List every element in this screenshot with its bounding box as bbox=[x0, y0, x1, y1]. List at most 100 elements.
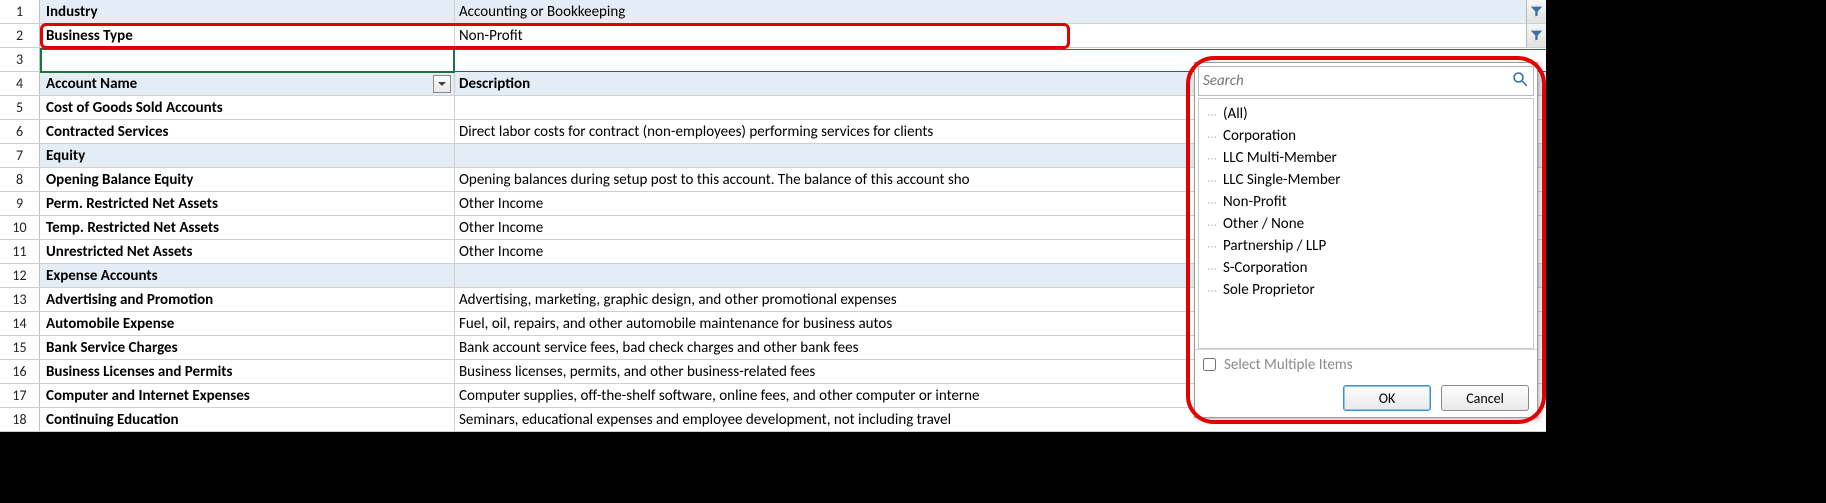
filter-tree-item[interactable]: ⋯Sole Proprietor bbox=[1201, 279, 1531, 301]
cell-text: Industry bbox=[46, 3, 98, 21]
filter-tree-item[interactable]: ⋯Corporation bbox=[1201, 125, 1531, 147]
row-number[interactable]: 9 bbox=[0, 192, 40, 215]
filter-tree-item[interactable]: ⋯Partnership / LLP bbox=[1201, 235, 1531, 257]
filter-item-label: LLC Multi-Member bbox=[1223, 149, 1337, 167]
cell-account-name[interactable]: Perm. Restricted Net Assets bbox=[40, 192, 455, 215]
ok-button[interactable]: OK bbox=[1343, 385, 1431, 411]
cell-account-name[interactable]: Continuing Education bbox=[40, 408, 455, 431]
cell-text: Bank Service Charges bbox=[46, 339, 178, 357]
select-multiple-row[interactable]: Select Multiple Items bbox=[1195, 349, 1537, 379]
row-number[interactable]: 2 bbox=[0, 24, 40, 47]
filter-tree-item[interactable]: ⋯LLC Multi-Member bbox=[1201, 147, 1531, 169]
select-multiple-checkbox[interactable] bbox=[1203, 358, 1216, 371]
filter-tree-item[interactable]: ⋯(All) bbox=[1201, 103, 1531, 125]
cell-account-name[interactable]: Industry bbox=[40, 0, 455, 23]
tree-connector-icon: ⋯ bbox=[1207, 152, 1223, 165]
row-number[interactable]: 16 bbox=[0, 360, 40, 383]
row-number[interactable]: 7 bbox=[0, 144, 40, 167]
filter-item-label: Partnership / LLP bbox=[1223, 237, 1326, 255]
table-row: 2 Business Type Non-Profit bbox=[0, 24, 1546, 48]
row-number[interactable]: 12 bbox=[0, 264, 40, 287]
row-number[interactable]: 11 bbox=[0, 240, 40, 263]
select-multiple-label: Select Multiple Items bbox=[1224, 356, 1353, 374]
tree-connector-icon: ⋯ bbox=[1207, 284, 1223, 297]
cell-text: Business Type bbox=[46, 27, 133, 45]
filter-tree-item[interactable]: ⋯LLC Single-Member bbox=[1201, 169, 1531, 191]
cell-text: Equity bbox=[46, 147, 85, 165]
filter-item-label: Corporation bbox=[1223, 127, 1296, 145]
cell-account-name[interactable]: Temp. Restricted Net Assets bbox=[40, 216, 455, 239]
cell-text: Cost of Goods Sold Accounts bbox=[46, 99, 223, 117]
filter-item-label: Non-Profit bbox=[1223, 193, 1287, 211]
filter-tree: ⋯(All)⋯Corporation⋯LLC Multi-Member⋯LLC … bbox=[1198, 98, 1534, 349]
column-filter-dropdown[interactable] bbox=[433, 75, 451, 93]
row2-filter-icon[interactable] bbox=[1526, 24, 1546, 48]
cell-text: Contracted Services bbox=[46, 123, 169, 141]
cell-account-name[interactable]: Computer and Internet Expenses bbox=[40, 384, 455, 407]
tree-connector-icon: ⋯ bbox=[1207, 130, 1223, 143]
cell-text: Automobile Expense bbox=[46, 315, 174, 333]
cell-text: Perm. Restricted Net Assets bbox=[46, 195, 218, 213]
row-number[interactable]: 15 bbox=[0, 336, 40, 359]
filter-popup: ⋯(All)⋯Corporation⋯LLC Multi-Member⋯LLC … bbox=[1194, 62, 1538, 418]
cell-text: Expense Accounts bbox=[46, 267, 158, 285]
tree-connector-icon: ⋯ bbox=[1207, 240, 1223, 253]
cell-text: Computer and Internet Expenses bbox=[46, 387, 250, 405]
cell-text: Continuing Education bbox=[46, 411, 179, 429]
filter-tree-item[interactable]: ⋯Non-Profit bbox=[1201, 191, 1531, 213]
cell-text: Unrestricted Net Assets bbox=[46, 243, 192, 261]
search-icon bbox=[1511, 70, 1529, 93]
cell-text: Temp. Restricted Net Assets bbox=[46, 219, 219, 237]
filter-item-label: Other / None bbox=[1223, 215, 1304, 233]
tree-connector-icon: ⋯ bbox=[1207, 196, 1223, 209]
row-number[interactable]: 17 bbox=[0, 384, 40, 407]
cell-account-name[interactable]: Account Name bbox=[40, 72, 455, 95]
table-row: 1 Industry Accounting or Bookkeeping bbox=[0, 0, 1546, 24]
row-number[interactable]: 8 bbox=[0, 168, 40, 191]
cell-text: Advertising and Promotion bbox=[46, 291, 213, 309]
filter-item-label: (All) bbox=[1223, 105, 1248, 123]
cell-account-name[interactable]: Business Type bbox=[40, 24, 455, 47]
cell-text: Opening Balance Equity bbox=[46, 171, 193, 189]
row-number[interactable]: 18 bbox=[0, 408, 40, 431]
filter-item-label: LLC Single-Member bbox=[1223, 171, 1340, 189]
filter-tree-item[interactable]: ⋯S-Corporation bbox=[1201, 257, 1531, 279]
cell-account-name[interactable]: Unrestricted Net Assets bbox=[40, 240, 455, 263]
row-number[interactable]: 1 bbox=[0, 0, 40, 23]
cell-account-name[interactable]: Expense Accounts bbox=[40, 264, 455, 287]
row-number[interactable]: 10 bbox=[0, 216, 40, 239]
tree-connector-icon: ⋯ bbox=[1207, 262, 1223, 275]
row-number[interactable]: 14 bbox=[0, 312, 40, 335]
cell-account-name[interactable]: Contracted Services bbox=[40, 120, 455, 143]
row-number[interactable]: 3 bbox=[0, 48, 40, 71]
cell-account-name[interactable]: Bank Service Charges bbox=[40, 336, 455, 359]
cell-account-name[interactable]: Advertising and Promotion bbox=[40, 288, 455, 311]
tree-connector-icon: ⋯ bbox=[1207, 108, 1223, 121]
filter-popup-highlight-wrap: ⋯(All)⋯Corporation⋯LLC Multi-Member⋯LLC … bbox=[1186, 56, 1546, 424]
tree-connector-icon: ⋯ bbox=[1207, 174, 1223, 187]
filter-item-label: Sole Proprietor bbox=[1223, 281, 1315, 299]
popup-button-row: OK Cancel bbox=[1195, 379, 1537, 417]
cell-text: Business Licenses and Permits bbox=[46, 363, 233, 381]
cell-description[interactable]: Accounting or Bookkeeping bbox=[455, 0, 1546, 23]
cancel-button[interactable]: Cancel bbox=[1441, 385, 1529, 411]
row-number[interactable]: 5 bbox=[0, 96, 40, 119]
filter-search-row bbox=[1198, 66, 1534, 96]
filter-item-label: S-Corporation bbox=[1223, 259, 1307, 277]
row1-filter-icon[interactable] bbox=[1526, 0, 1546, 24]
cell-account-name[interactable]: Business Licenses and Permits bbox=[40, 360, 455, 383]
cell-description[interactable]: Non-Profit bbox=[455, 24, 1546, 47]
tree-connector-icon: ⋯ bbox=[1207, 218, 1223, 231]
filter-search-input[interactable] bbox=[1203, 72, 1511, 90]
cell-account-name[interactable]: Equity bbox=[40, 144, 455, 167]
cell-account-name[interactable] bbox=[40, 48, 455, 71]
right-filter-column bbox=[1526, 0, 1546, 48]
cell-account-name[interactable]: Opening Balance Equity bbox=[40, 168, 455, 191]
row-number[interactable]: 4 bbox=[0, 72, 40, 95]
cell-account-name[interactable]: Cost of Goods Sold Accounts bbox=[40, 96, 455, 119]
row-number[interactable]: 6 bbox=[0, 120, 40, 143]
cell-account-name[interactable]: Automobile Expense bbox=[40, 312, 455, 335]
spreadsheet-container: 1 Industry Accounting or Bookkeeping 2 Busin… bbox=[0, 0, 1546, 435]
filter-tree-item[interactable]: ⋯Other / None bbox=[1201, 213, 1531, 235]
row-number[interactable]: 13 bbox=[0, 288, 40, 311]
